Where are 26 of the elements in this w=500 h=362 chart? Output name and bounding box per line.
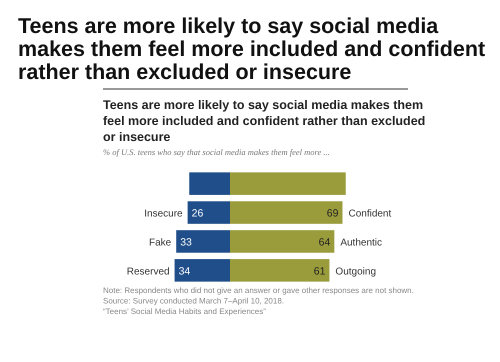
- data-label: 61: [314, 265, 326, 278]
- bar: [230, 259, 330, 282]
- annotation: Note: Respondents who did not give an answer or gave other responses are not shown.: [103, 286, 414, 295]
- annotation: Confident: [348, 208, 392, 220]
- chart-title: Teens are more likely to say social media makes them feel more included and confident rather than excluded or insecure: [103, 98, 426, 144]
- text: Teens are more likely to say social media makes them feel more included and confident rather than excluded or insecure: [18, 14, 486, 84]
- annotation: Authentic: [340, 237, 382, 248]
- annotation: 26: [192, 208, 204, 220]
- bar: [189, 172, 230, 195]
- y-tick-label: Fake: [148, 237, 172, 248]
- y-tick-label: Reserved: [126, 266, 170, 278]
- data-label: 64: [318, 236, 330, 248]
- bar: [230, 201, 342, 224]
- chart-subtitle: % of U.S. teens who say that social media makes them feel more ...: [103, 147, 330, 157]
- bar: [188, 201, 230, 224]
- bar: [230, 172, 346, 195]
- source-note: Source: Survey conducted March 7–April 10, 2018.: [103, 296, 284, 306]
- bar: [230, 230, 334, 253]
- bar: [174, 259, 230, 282]
- annotation: 33: [180, 236, 192, 248]
- annotation: Outgoing: [335, 266, 376, 278]
- bar: [176, 230, 230, 253]
- data-label: 69: [326, 208, 339, 220]
- y-tick-label: Insecure: [144, 208, 184, 220]
- annotation: 34: [178, 265, 190, 278]
- text: “Teens’ Social Media Habits and Experiences”: [103, 307, 266, 316]
